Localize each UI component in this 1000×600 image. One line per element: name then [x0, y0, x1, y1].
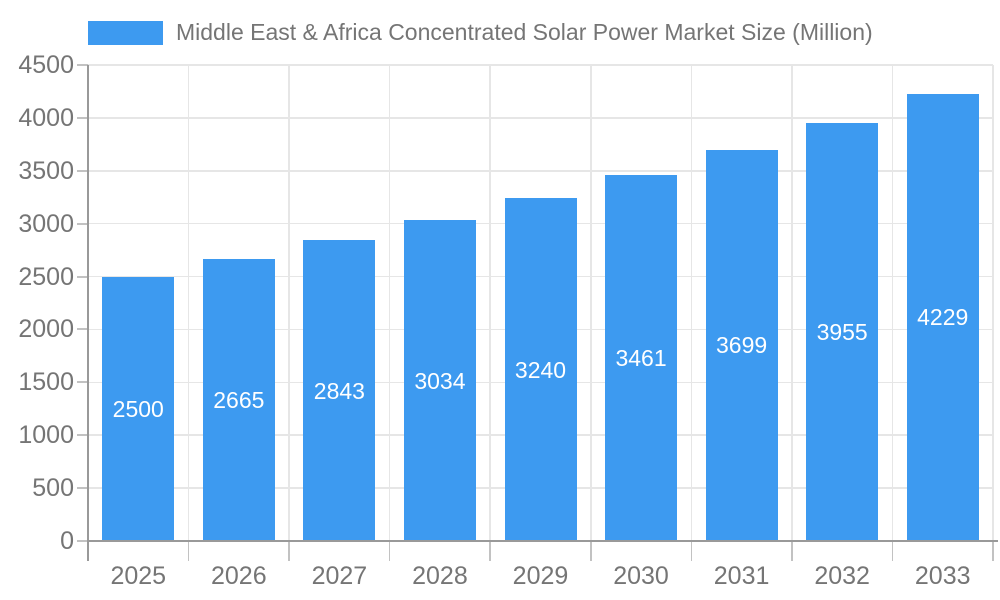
y-gridline [88, 170, 993, 172]
x-tick [489, 541, 491, 561]
x-gridline [288, 65, 290, 541]
bar-value-label: 3699 [716, 332, 768, 359]
bar-value-label: 4229 [917, 304, 969, 331]
x-gridline [590, 65, 592, 541]
bar[interactable] [303, 240, 376, 541]
y-axis-label: 2000 [18, 315, 74, 344]
y-gridline [88, 64, 993, 66]
y-tick [77, 434, 88, 437]
x-gridline [690, 65, 693, 541]
x-axis-label: 2028 [412, 562, 468, 590]
x-gridline [187, 65, 190, 541]
x-axis-label: 2027 [311, 562, 368, 590]
bar[interactable] [906, 93, 979, 541]
legend: Middle East & Africa Concentrated Solar … [88, 19, 873, 46]
y-axis-label: 1000 [18, 421, 74, 450]
y-axis-line [87, 65, 89, 561]
x-tick [992, 541, 994, 561]
x-tick [690, 541, 693, 561]
bar-value-label: 3240 [514, 356, 567, 383]
legend-label[interactable]: Middle East & Africa Concentrated Solar … [176, 19, 873, 45]
x-axis-label: 2026 [211, 562, 267, 590]
y-axis-label: 0 [60, 527, 74, 555]
y-tick [77, 64, 88, 66]
legend-swatch[interactable] [88, 20, 163, 45]
x-tick [590, 541, 592, 561]
x-tick [388, 541, 391, 561]
bar[interactable] [504, 198, 577, 541]
x-axis-label: 2032 [814, 562, 870, 590]
y-tick [77, 275, 88, 278]
bar-value-label: 3034 [414, 367, 466, 394]
y-tick [77, 116, 88, 119]
x-axis-label: 2029 [512, 562, 569, 590]
y-axis-label: 4000 [18, 103, 74, 132]
x-axis-label: 2031 [713, 562, 770, 590]
y-tick [77, 540, 88, 542]
x-axis-label: 2033 [914, 562, 971, 590]
x-gridline [791, 65, 793, 541]
x-axis-line [88, 540, 998, 542]
y-axis-label: 500 [32, 474, 74, 503]
bar[interactable] [202, 259, 275, 541]
y-axis-label: 2500 [18, 262, 74, 291]
x-gridline [891, 65, 894, 541]
bar[interactable] [102, 276, 175, 541]
x-gridline [388, 65, 391, 541]
y-axis-label: 3500 [18, 156, 74, 185]
bar[interactable] [705, 149, 778, 541]
x-tick [288, 541, 290, 561]
y-axis-label: 1500 [18, 368, 74, 397]
y-axis-label: 3000 [18, 209, 74, 238]
x-axis-label: 2030 [613, 562, 669, 590]
x-axis-label: 2025 [110, 562, 167, 590]
x-tick [791, 541, 793, 561]
bar-value-label: 3955 [816, 318, 868, 345]
bar[interactable] [605, 174, 678, 541]
bar[interactable] [403, 220, 476, 541]
bar-value-label: 2500 [112, 395, 164, 422]
y-gridline [88, 117, 993, 119]
x-gridline [992, 65, 994, 541]
x-tick [187, 541, 190, 561]
y-tick [77, 487, 88, 490]
y-tick [77, 222, 88, 225]
y-tick [77, 169, 88, 172]
bar-value-label: 2843 [313, 377, 365, 404]
x-gridline [489, 65, 491, 541]
x-tick [891, 541, 894, 561]
bar-value-label: 2665 [213, 387, 265, 414]
y-axis-label: 4500 [18, 51, 74, 79]
y-tick [77, 381, 88, 384]
plot-area: 0 500 1000 1500 2000 2500 3000 3500 4000 4500 2500… [18, 51, 998, 590]
bar-value-label: 3461 [615, 344, 667, 371]
y-tick [77, 328, 88, 331]
bar[interactable] [806, 122, 879, 541]
